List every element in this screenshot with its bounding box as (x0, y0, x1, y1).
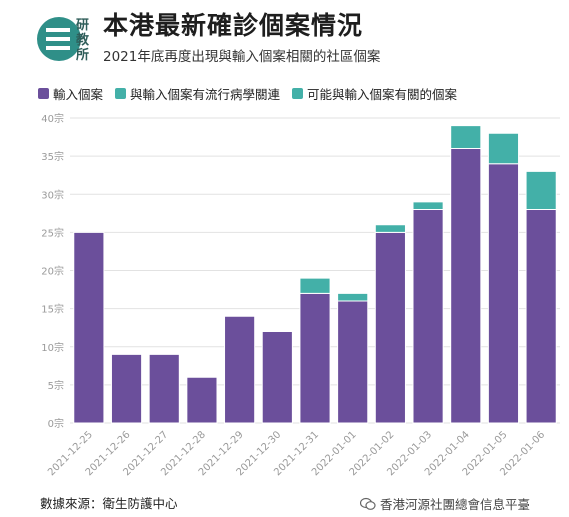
chart-legend: 輸入個案 與輸入個案有流行病學關連 可能與輸入個案有關的個案 (38, 84, 457, 103)
bar-linked (337, 292, 369, 302)
svg-text:研: 研 (76, 18, 89, 33)
svg-text:教: 教 (75, 32, 90, 48)
bar-imported (148, 353, 180, 424)
bar-linked (487, 132, 520, 165)
y-tick-label: 40宗 (41, 112, 64, 125)
bar-imported (73, 231, 105, 424)
y-tick-label: 25宗 (41, 226, 64, 239)
bar-linked (374, 224, 406, 233)
legend-label-possibly-linked: 可能與輸入個案有關的個案 (307, 87, 458, 102)
watermark: 香港河源社團總會信息平臺 (360, 494, 530, 513)
bar-linked (299, 277, 331, 294)
bar-imported (450, 148, 482, 424)
legend-swatch-imported (38, 88, 49, 99)
data-source: 數據來源：衛生防護中心 (40, 496, 178, 511)
bar-linked (412, 201, 444, 210)
page-subtitle: 2021年底再度出現與輸入個案相關的社區個案 (103, 49, 381, 65)
svg-text:所: 所 (76, 47, 89, 63)
y-tick-label: 20宗 (41, 265, 64, 278)
legend-swatch-possibly-linked (292, 88, 304, 99)
legend-item-imported[interactable]: 輸入個案 (38, 84, 103, 103)
y-tick-label: 0宗 (48, 417, 64, 430)
y-tick-label: 15宗 (41, 303, 64, 316)
bar-imported (224, 315, 256, 424)
bar-linked (450, 125, 482, 149)
bar-imported (525, 209, 557, 424)
legend-item-linked[interactable]: 與輸入個案有流行病學關連 (115, 84, 280, 103)
bar-linked (525, 170, 557, 210)
bar-imported (299, 292, 331, 424)
bar-imported (337, 300, 369, 424)
bar-imported (487, 163, 520, 424)
y-tick-label: 10宗 (41, 341, 64, 354)
legend-swatch-linked (115, 88, 127, 99)
legend-label-linked: 與輸入個案有流行病學關連 (130, 87, 281, 102)
legend-item-possibly-linked[interactable]: 可能與輸入個案有關的個案 (292, 84, 457, 103)
y-tick-label: 35宗 (41, 150, 64, 163)
bar-imported (374, 231, 406, 424)
bar-imported (412, 209, 444, 424)
y-tick-label: 5宗 (48, 379, 64, 392)
page-title: 本港最新確診個案情況 (103, 11, 364, 40)
wechat-icon (360, 497, 376, 510)
bar-imported (186, 376, 218, 424)
y-tick-label: 30宗 (41, 188, 64, 201)
watermark-text: 香港河源社團總會信息平臺 (380, 497, 531, 512)
bar-imported (261, 331, 293, 424)
bar-imported (110, 353, 143, 424)
logo-icon: 研 教 所 (37, 17, 90, 63)
legend-label-imported: 輸入個案 (53, 87, 104, 102)
